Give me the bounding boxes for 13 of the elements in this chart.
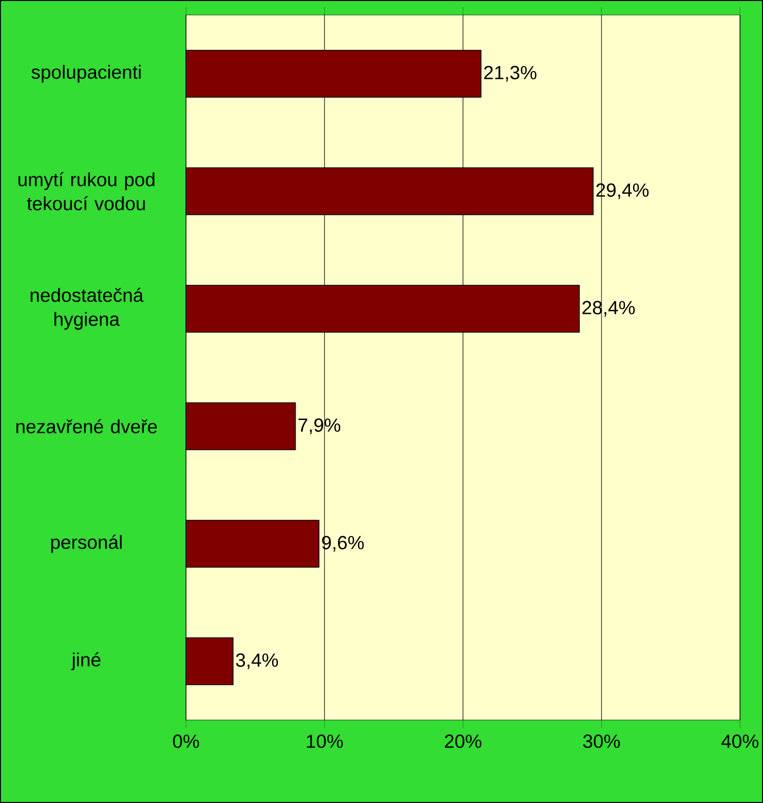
x-tick-label: 0%	[173, 734, 200, 748]
y-tick-label: personál	[51, 534, 122, 553]
data-label: 21,3%	[484, 66, 536, 82]
y-tick-label: nezavřené dveře	[16, 419, 157, 434]
y-tick-label: umytí rukou pod tekoucí vodou	[18, 172, 154, 210]
x-tick-label: 20%	[444, 734, 482, 748]
y-tick-label: spolupacienti	[32, 64, 141, 83]
y-tick-label: jiné	[71, 652, 100, 670]
y-tick-label: nedostatečná hygiena	[30, 288, 144, 330]
data-label: 3,4%	[236, 653, 278, 670]
x-tick-label: 10%	[306, 734, 343, 748]
x-tick-label: 40%	[721, 734, 758, 748]
x-tick-label: 30%	[583, 734, 620, 748]
